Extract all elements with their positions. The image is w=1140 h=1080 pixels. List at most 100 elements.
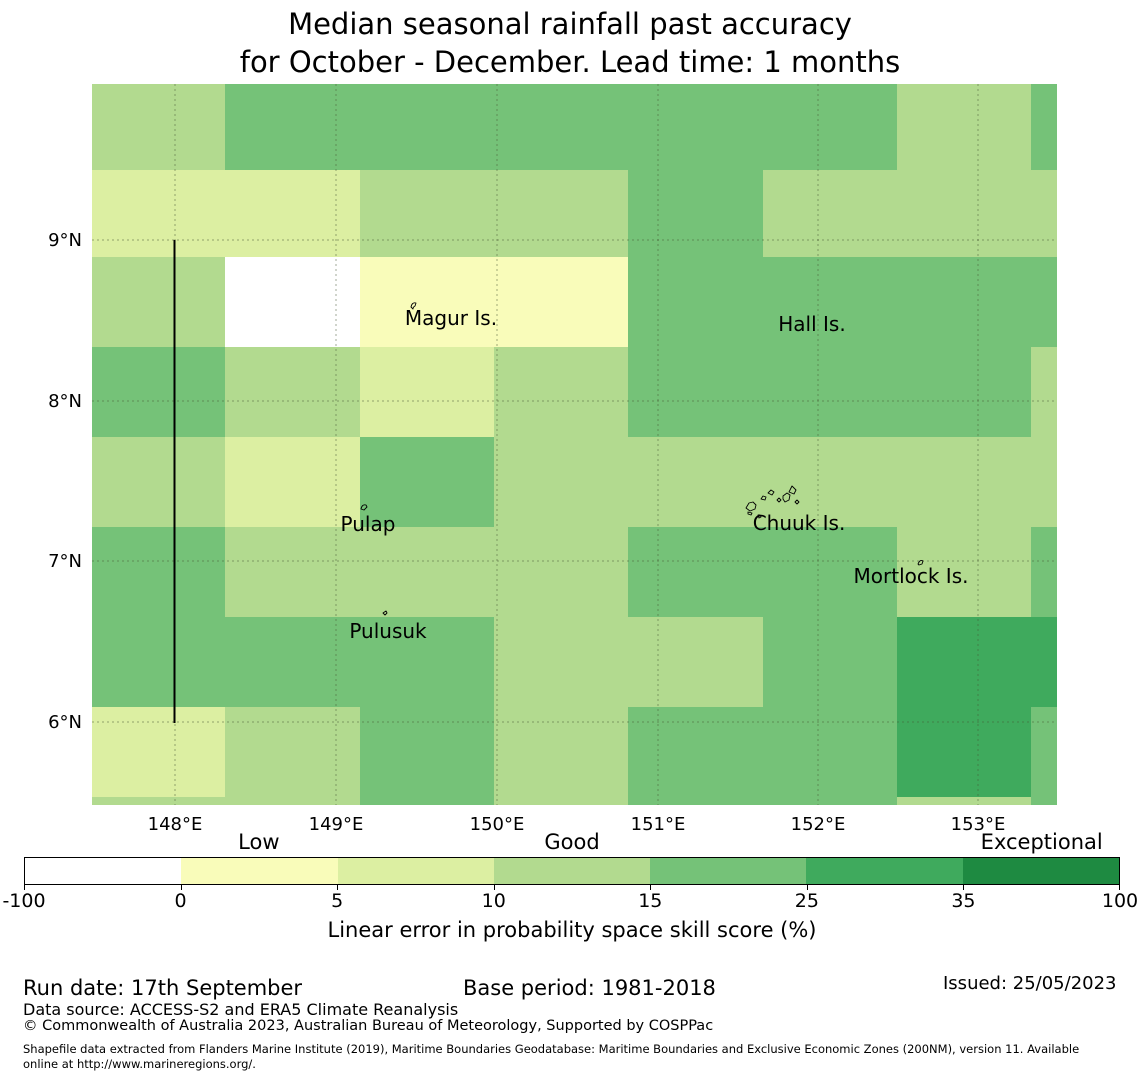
- map-cell: [494, 170, 628, 257]
- map-cell: [1031, 617, 1057, 707]
- colorbar-gradient: [24, 857, 1120, 885]
- colorbar-category-label: Good: [544, 830, 599, 854]
- map-cell: [494, 527, 628, 617]
- map-cell: [1031, 797, 1057, 805]
- map-cell: [1031, 527, 1057, 617]
- map-cell: [628, 797, 763, 805]
- map-cell: [494, 797, 628, 805]
- y-axis-tick-label: 9°N: [48, 230, 82, 251]
- map-cell: [628, 437, 763, 527]
- colorbar-segment: [338, 858, 494, 884]
- x-axis-tick-label: 150°E: [470, 814, 525, 835]
- colorbar-tick-label: 5: [331, 890, 343, 912]
- map-cell: [360, 797, 494, 805]
- map-cell: [225, 84, 360, 170]
- colorbar-segment: [494, 858, 650, 884]
- map-cell: [92, 170, 225, 257]
- y-axis-tick-label: 8°N: [48, 391, 82, 412]
- map-cell: [225, 347, 360, 437]
- map-cell: [628, 347, 763, 437]
- map-cell: [897, 84, 1031, 170]
- map-cell: [763, 84, 897, 170]
- place-label: Pulusuk: [349, 619, 427, 643]
- map-cell: [763, 797, 897, 805]
- map-cell: [92, 707, 225, 797]
- colorbar-category-label: Exceptional: [981, 830, 1103, 854]
- place-label: Magur Is.: [405, 306, 497, 330]
- colorbar-tick-label: 100: [1102, 890, 1138, 912]
- map-cell: [1031, 707, 1057, 797]
- colorbar-tick-label: -100: [2, 890, 45, 912]
- map-cell: [763, 707, 897, 797]
- colorbar-axis-label: Linear error in probability space skill …: [24, 918, 1120, 942]
- colorbar-tick-label: 35: [951, 890, 975, 912]
- x-axis-tick-label: 149°E: [309, 814, 364, 835]
- map-cell: [1031, 437, 1057, 527]
- map-cell: [92, 257, 225, 347]
- map-cell: [92, 617, 225, 707]
- x-axis-tick-label: 152°E: [791, 814, 846, 835]
- map-cell: [360, 257, 494, 347]
- place-label: Hall Is.: [778, 312, 845, 336]
- map-cell: [628, 527, 763, 617]
- map-cell: [360, 170, 494, 257]
- place-label: Pulap: [341, 512, 396, 536]
- colorbar: -1000510152535100LowGoodExceptional: [24, 857, 1120, 885]
- colorbar-segment: [963, 858, 1119, 884]
- footer-data-source: Data source: ACCESS-S2 and ERA5 Climate …: [23, 1000, 458, 1019]
- map-cell: [897, 707, 1031, 797]
- map-cell: [1031, 84, 1057, 170]
- map-cell: [628, 170, 763, 257]
- map-cell: [763, 617, 897, 707]
- footer-issued-date: Issued: 25/05/2023: [943, 973, 1117, 994]
- colorbar-segment: [181, 858, 337, 884]
- map-cell: [494, 437, 628, 527]
- colorbar-tick-label: 15: [638, 890, 662, 912]
- map-cell: [494, 84, 628, 170]
- place-label: Mortlock Is.: [854, 564, 969, 588]
- footer-shapefile-note-line1: Shapefile data extracted from Flanders M…: [23, 1042, 1079, 1056]
- map-cell: [360, 84, 494, 170]
- map-cell: [92, 797, 225, 805]
- map-cell: [1031, 170, 1057, 257]
- map-cell: [225, 527, 360, 617]
- map-cell: [92, 527, 225, 617]
- map-cell: [628, 617, 763, 707]
- map-cell: [225, 797, 360, 805]
- colorbar-tick-label: 0: [175, 890, 187, 912]
- y-axis-tick-label: 6°N: [48, 712, 82, 733]
- map-cell: [92, 347, 225, 437]
- map-cell: [92, 437, 225, 527]
- figure-page: Median seasonal rainfall past accuracy f…: [0, 0, 1140, 1080]
- map-cell: [897, 797, 1031, 805]
- map-cell: [763, 170, 897, 257]
- map-cell: [897, 617, 1031, 707]
- map-cell: [360, 707, 494, 797]
- map-cell: [92, 84, 225, 170]
- map-cell: [494, 257, 628, 347]
- map-cell: [628, 257, 763, 347]
- map-cell: [494, 347, 628, 437]
- map-cell: [225, 707, 360, 797]
- colorbar-tick-label: 10: [482, 890, 506, 912]
- map-cell: [897, 170, 1031, 257]
- footer-base-period: Base period: 1981-2018: [463, 976, 716, 1000]
- x-axis-tick-label: 151°E: [631, 814, 686, 835]
- map-cell: [225, 257, 360, 347]
- map-cell: [360, 527, 494, 617]
- map-cell: [1031, 347, 1057, 437]
- footer-run-date: Run date: 17th September: [23, 976, 302, 1000]
- map-cell: [628, 84, 763, 170]
- map-cell: [494, 617, 628, 707]
- map-cell: [225, 170, 360, 257]
- map-cell: [494, 707, 628, 797]
- colorbar-segment: [650, 858, 806, 884]
- y-axis-tick-label: 7°N: [48, 551, 82, 572]
- colorbar-segment: [806, 858, 962, 884]
- colorbar-segment: [25, 858, 181, 884]
- map-cell: [360, 347, 494, 437]
- map-cell: [628, 707, 763, 797]
- map-cell: [897, 257, 1031, 347]
- footer-shapefile-note-line2: online at http://www.marineregions.org/.: [23, 1057, 256, 1071]
- colorbar-category-label: Low: [238, 830, 279, 854]
